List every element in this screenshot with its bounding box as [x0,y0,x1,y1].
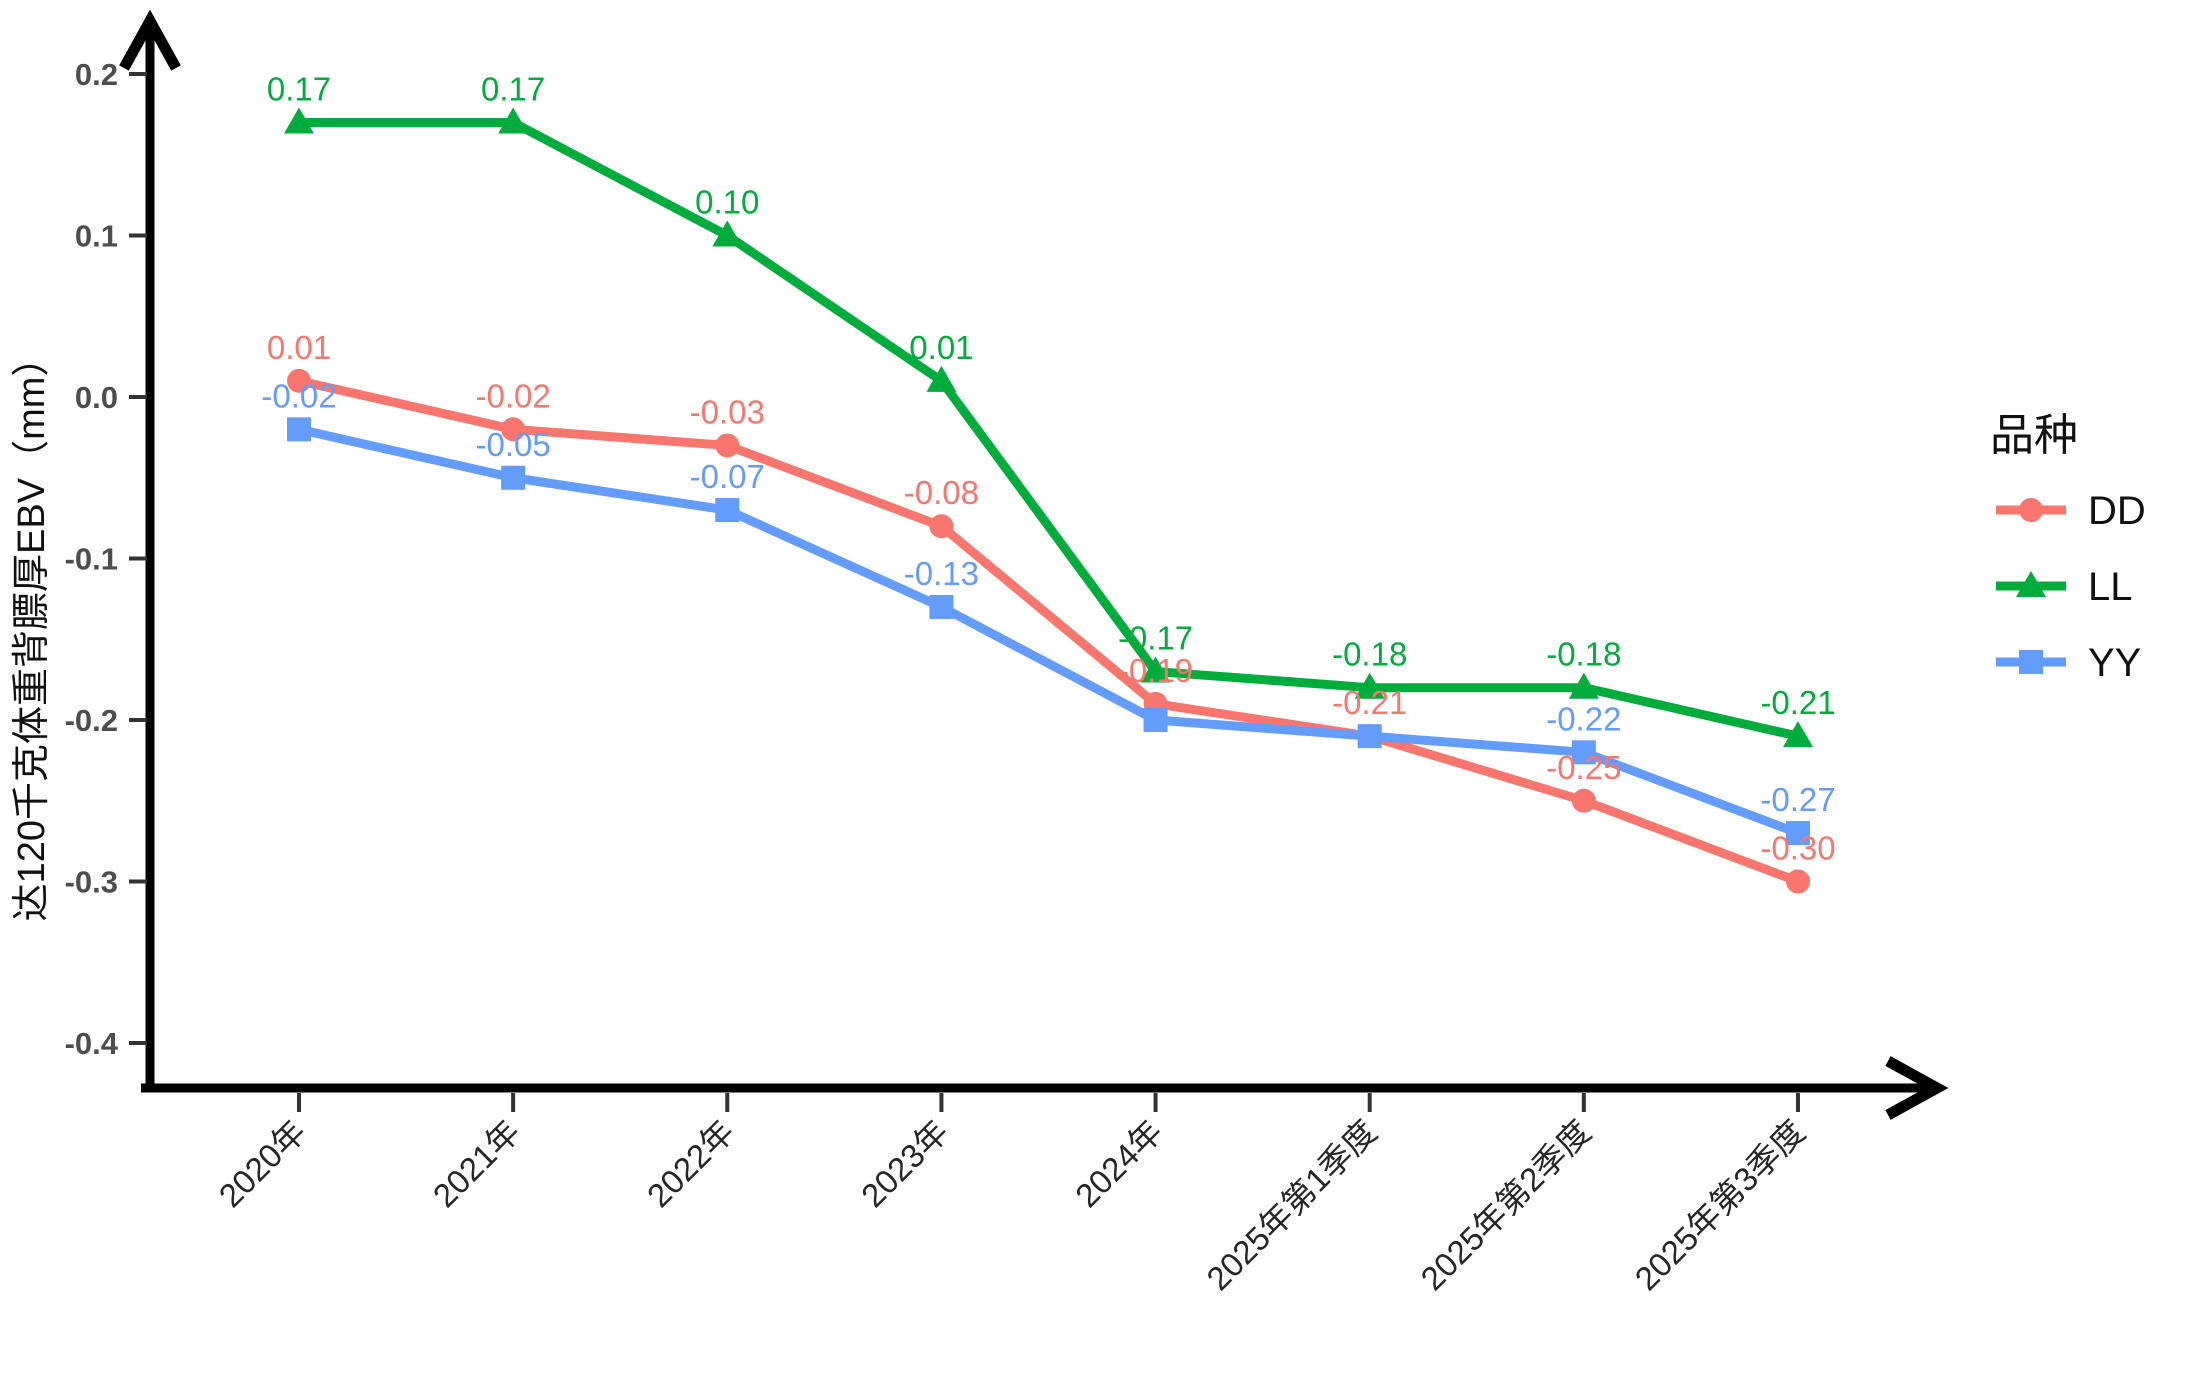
x-axis-tick-label: 2020年 [212,1113,313,1214]
y-axis-tick-label: -0.2 [65,703,118,738]
data-point-marker-triangle [1140,656,1171,683]
data-point-label: -0.03 [690,393,765,430]
data-point-label: -0.21 [1760,684,1835,721]
data-point-marker-circle [501,417,526,442]
data-point-label: -0.27 [1760,781,1835,818]
data-point-marker-circle [287,368,311,393]
data-point-label: 0.17 [481,70,545,107]
data-point-label: -0.17 [1118,620,1193,657]
x-axis-tick-label: 2022年 [640,1113,741,1214]
data-point-marker-square [1143,708,1168,732]
data-point-label: 0.01 [909,329,973,366]
y-axis-tick-label: 0.0 [75,380,118,415]
y-axis-tick-label: -0.1 [65,542,118,577]
data-point-marker-circle [929,514,954,539]
series-value-labels-YY: -0.02 -0.05 -0.07 -0.13 -0.22 -0.27 [261,377,1835,818]
x-axis-tick-label: 2025年第3季度 [1628,1113,1812,1297]
data-point-marker-square [1571,740,1596,765]
y-axis-arrow [119,9,181,71]
series-points-YY [287,417,1810,846]
data-point-marker-triangle [712,220,743,247]
data-point-label: -0.18 [1546,636,1621,673]
data-point-marker-circle [1785,869,1810,894]
data-point-label: -0.13 [904,555,979,592]
legend-item-LL: LL [1996,565,2133,609]
y-axis-tick-label: 0.1 [75,219,118,254]
data-point-marker-square [287,417,311,442]
series-line-LL [294,117,1803,741]
series-value-labels-DD: 0.01 -0.02 -0.03 -0.08 -0.19 -0.21 -0.25 -0.30 [267,329,1836,867]
data-point-label: -0.18 [1332,636,1407,673]
legend-item-label: YY [2088,641,2141,685]
y-axis-title: 达120千克体重背膘厚EBV（mm） [11,339,53,922]
legend-item-label: LL [2088,565,2133,609]
data-point-label: -0.19 [1118,652,1193,689]
data-point-label: -0.21 [1332,684,1407,721]
data-point-label: -0.07 [690,458,765,495]
y-axis-tick-label: 0.2 [75,57,118,92]
x-axis-tick-label: 2025年第1季度 [1199,1113,1383,1297]
data-point-marker-square [2019,650,2043,674]
data-point-label: -0.08 [904,474,979,511]
data-point-marker-square [1357,724,1382,749]
x-axis-tick-label: 2021年 [426,1113,527,1214]
legend-item-YY: YY [1996,641,2141,685]
data-point-marker-circle [2019,498,2043,522]
data-point-label: 0.01 [267,329,331,366]
x-axis-tick-label: 2024年 [1068,1113,1169,1214]
x-axis-tick-label: 2023年 [854,1113,955,1214]
series-value-labels-LL: 0.17 0.17 0.10 0.01 -0.17 -0.18 -0.18 -0.21 [267,70,1836,721]
data-point-label: -0.02 [476,377,551,414]
data-point-marker-triangle [1354,672,1385,699]
data-point-marker-triangle [1782,721,1813,748]
data-point-label: -0.05 [476,426,551,463]
data-point-marker-circle [715,433,740,458]
series-line-DD [294,376,1803,886]
data-point-marker-triangle [284,107,314,134]
legend-item-DD: DD [1996,489,2146,533]
legend-item-label: DD [2088,489,2146,533]
data-point-label: 0.10 [695,184,759,221]
legend-title: 品种 [1990,411,2078,460]
x-axis-tick-label: 2025年第2季度 [1413,1113,1597,1297]
series-points-LL [284,107,1813,748]
data-point-label: 0.17 [267,70,331,107]
data-point-marker-triangle [1568,672,1599,699]
x-axis-arrow [1885,1056,1949,1120]
y-axis-tick-label: -0.4 [65,1026,119,1061]
data-point-marker-triangle [926,365,957,392]
y-axis-tick-label: -0.3 [65,865,118,900]
data-point-label: -0.22 [1546,700,1621,737]
data-point-marker-square [1785,821,1810,846]
data-point-label: -0.02 [261,377,336,414]
data-point-marker-square [501,465,526,490]
series-line-YY [294,424,1803,838]
data-point-label: -0.30 [1760,830,1835,867]
data-point-label: -0.25 [1546,749,1621,786]
data-point-marker-triangle [2016,571,2046,597]
data-point-marker-circle [1571,788,1596,813]
data-point-marker-square [929,594,954,619]
data-point-marker-square [715,498,740,523]
data-point-marker-triangle [498,107,529,134]
